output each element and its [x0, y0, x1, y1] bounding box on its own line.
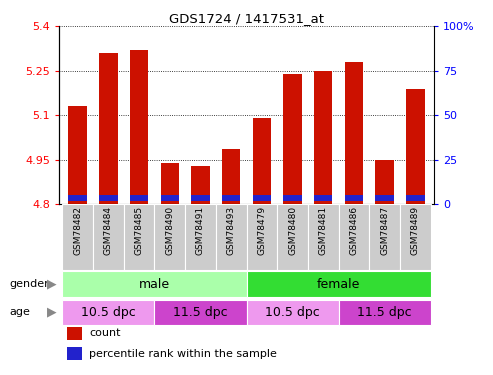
Text: 10.5 dpc: 10.5 dpc: [265, 306, 320, 319]
Bar: [345, 62, 363, 204]
Bar: [339, 204, 369, 270]
Bar: [69, 195, 87, 201]
Text: 10.5 dpc: 10.5 dpc: [81, 306, 136, 319]
Bar: [376, 195, 394, 201]
Bar: [130, 50, 148, 204]
Bar: [283, 74, 302, 204]
Bar: [93, 204, 124, 270]
Bar: [69, 106, 87, 204]
Text: GSM78493: GSM78493: [227, 206, 236, 255]
Bar: [314, 71, 332, 204]
Bar: [314, 195, 332, 201]
Bar: [308, 204, 339, 270]
Bar: [130, 195, 148, 201]
Text: male: male: [139, 278, 170, 291]
Bar: [246, 272, 431, 297]
Text: percentile rank within the sample: percentile rank within the sample: [89, 349, 277, 359]
Bar: [376, 160, 394, 204]
Bar: [216, 204, 246, 270]
Bar: [99, 195, 117, 201]
Text: GSM78481: GSM78481: [319, 206, 328, 255]
Bar: [277, 204, 308, 270]
Bar: [62, 300, 154, 325]
Text: age: age: [10, 307, 31, 317]
Bar: [62, 204, 93, 270]
Bar: [161, 163, 179, 204]
Bar: [222, 150, 241, 204]
Bar: [406, 88, 424, 204]
Bar: [400, 204, 431, 270]
Bar: [191, 195, 210, 201]
Bar: [222, 195, 241, 201]
Bar: [246, 204, 277, 270]
Bar: [67, 327, 82, 340]
Text: female: female: [317, 278, 360, 291]
Text: count: count: [89, 328, 121, 339]
Bar: [67, 347, 82, 360]
Text: 11.5 dpc: 11.5 dpc: [357, 306, 412, 319]
Text: GSM78485: GSM78485: [135, 206, 143, 255]
Text: GSM78484: GSM78484: [104, 206, 113, 255]
Bar: [345, 195, 363, 201]
Text: GSM78487: GSM78487: [380, 206, 389, 255]
Title: GDS1724 / 1417531_at: GDS1724 / 1417531_at: [169, 12, 324, 25]
Bar: [191, 166, 210, 204]
Text: ▶: ▶: [47, 278, 57, 291]
Bar: [161, 195, 179, 201]
Bar: [154, 300, 246, 325]
Text: GSM78489: GSM78489: [411, 206, 420, 255]
Bar: [154, 204, 185, 270]
Bar: [339, 300, 431, 325]
Text: GSM78486: GSM78486: [350, 206, 358, 255]
Bar: [185, 204, 216, 270]
Text: GSM78479: GSM78479: [257, 206, 266, 255]
Text: GSM78491: GSM78491: [196, 206, 205, 255]
Bar: [124, 204, 154, 270]
Bar: [99, 53, 117, 204]
Text: ▶: ▶: [47, 306, 57, 319]
Text: GSM78480: GSM78480: [288, 206, 297, 255]
Bar: [252, 195, 271, 201]
Bar: [246, 300, 339, 325]
Bar: [252, 118, 271, 204]
Text: 11.5 dpc: 11.5 dpc: [173, 306, 228, 319]
Bar: [283, 195, 302, 201]
Text: gender: gender: [10, 279, 50, 289]
Bar: [406, 195, 424, 201]
Text: GSM78490: GSM78490: [165, 206, 174, 255]
Bar: [369, 204, 400, 270]
Bar: [62, 272, 246, 297]
Text: GSM78482: GSM78482: [73, 206, 82, 255]
